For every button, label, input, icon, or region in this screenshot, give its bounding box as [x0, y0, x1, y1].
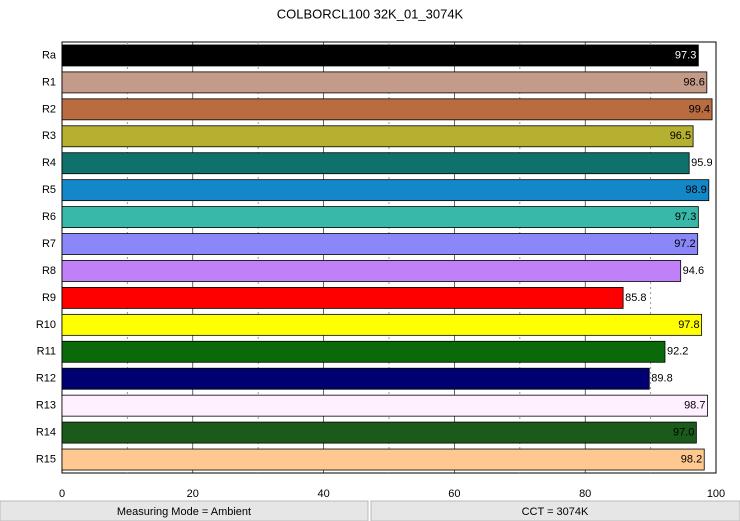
cct: CCT = 3074K	[522, 506, 589, 518]
bar	[61, 125, 694, 148]
value-label: 95.9	[691, 157, 712, 169]
y-tick-label: R4	[42, 157, 56, 169]
bar	[61, 152, 690, 175]
y-tick-label: R8	[42, 265, 56, 277]
y-tick-label: R1	[42, 76, 56, 88]
x-tick-label: 20	[187, 488, 199, 500]
value-label: 99.4	[689, 103, 710, 115]
value-label: 97.3	[675, 49, 696, 61]
y-tick-label: R7	[42, 238, 56, 250]
bar	[61, 71, 708, 94]
value-label: 85.8	[625, 292, 646, 304]
value-label: 97.3	[675, 211, 696, 223]
value-label: 98.6	[683, 76, 704, 88]
bar	[61, 394, 708, 417]
x-tick-label: 0	[59, 488, 65, 500]
bar	[61, 233, 699, 255]
bar	[61, 448, 705, 471]
bar	[61, 367, 650, 390]
bar	[61, 313, 703, 336]
bar	[61, 179, 710, 202]
y-tick-label: R15	[36, 453, 56, 465]
y-tick-label: Ra	[42, 49, 57, 61]
y-tick-label: R6	[42, 211, 56, 223]
y-tick-label: R3	[42, 130, 56, 142]
bar	[61, 287, 624, 309]
x-tick-label: 100	[707, 488, 725, 500]
value-label: 97.0	[673, 427, 694, 439]
value-label: 98.2	[681, 453, 702, 465]
bar	[61, 44, 699, 67]
y-tick-label: R11	[37, 346, 56, 358]
x-tick-label: 40	[317, 488, 329, 500]
bar	[61, 98, 713, 121]
bar	[61, 340, 666, 363]
y-tick-label: R9	[42, 292, 56, 304]
bar	[61, 206, 699, 228]
x-tick-label: 80	[579, 488, 591, 500]
y-tick-label: R5	[42, 184, 56, 196]
x-tick-label: 60	[448, 488, 460, 500]
value-label: 94.6	[683, 265, 704, 277]
status-cell	[0, 500, 369, 521]
chart-title: COLBORCL100 32K_01_3074K	[277, 6, 464, 21]
value-label: 97.2	[674, 238, 695, 250]
bar	[61, 421, 697, 444]
value-label: 92.2	[667, 346, 688, 358]
y-tick-label: R13	[36, 400, 56, 412]
value-label: 98.9	[685, 184, 706, 196]
y-tick-label: R2	[42, 103, 56, 115]
value-label: 96.5	[670, 130, 691, 142]
y-tick-label: R14	[36, 427, 56, 439]
bar	[61, 260, 682, 282]
value-label: 97.8	[678, 319, 699, 331]
value-label: 98.7	[684, 400, 705, 412]
value-label: 89.8	[651, 373, 672, 385]
status-cell	[370, 500, 740, 521]
measuring-mode: Measuring Mode = Ambient	[117, 506, 251, 518]
y-tick-label: R12	[36, 373, 56, 385]
y-tick-label: R10	[36, 319, 56, 331]
